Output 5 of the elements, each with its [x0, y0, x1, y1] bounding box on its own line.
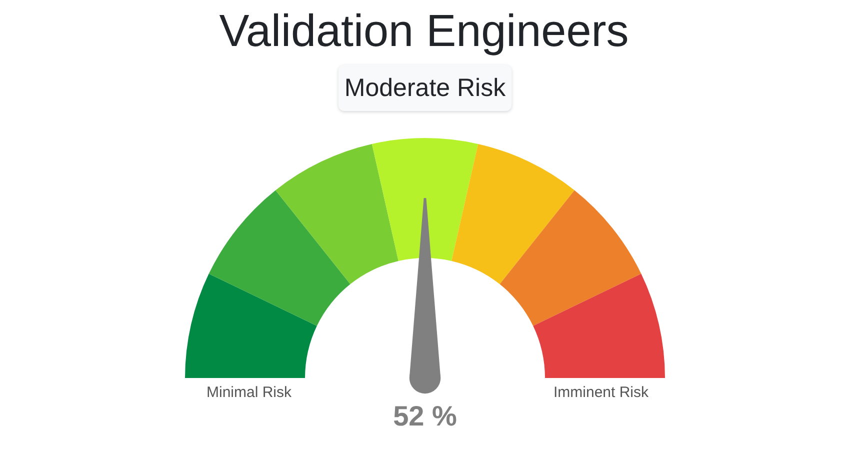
text: Imminent Risk	[553, 384, 649, 402]
text: Minimal Risk	[206, 384, 292, 402]
chart-title: Validation Engineers	[218, 4, 630, 58]
slice-label: Moderate Risk	[344, 74, 506, 102]
text: 52 %	[393, 400, 458, 432]
